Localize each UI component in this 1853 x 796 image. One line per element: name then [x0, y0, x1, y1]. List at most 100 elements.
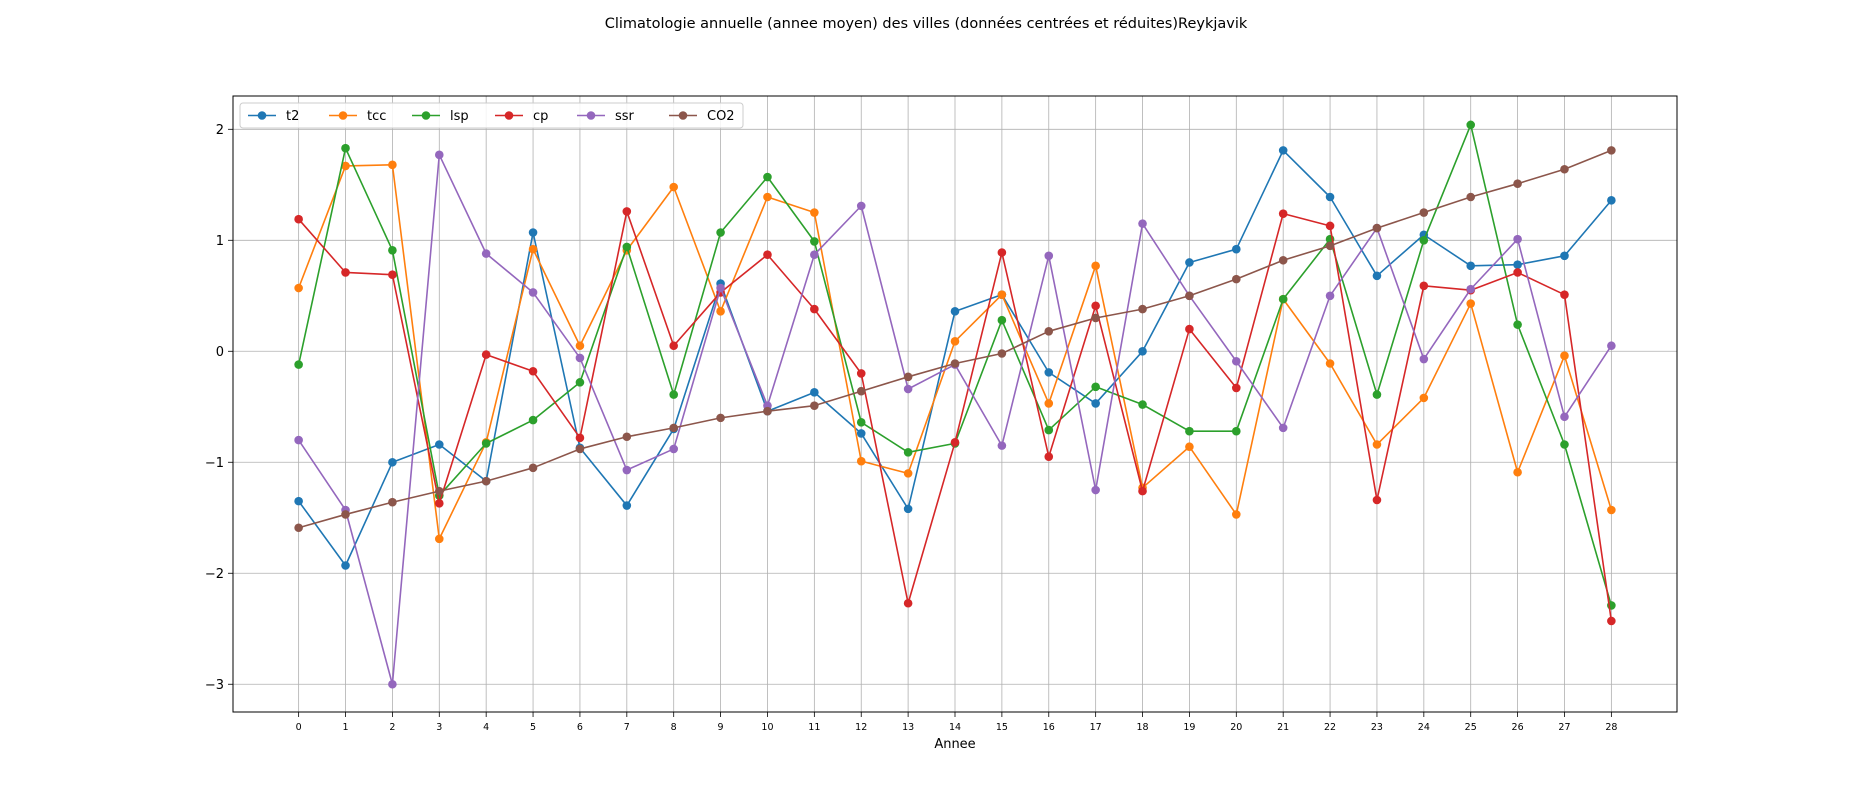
- data-point-lsp-0: [294, 360, 303, 369]
- x-tick-label-15: 15: [996, 722, 1008, 733]
- x-tick-label-26: 26: [1512, 722, 1524, 733]
- data-point-lsp-13: [903, 447, 913, 457]
- data-point-co2-3: [434, 486, 444, 496]
- data-point-lsp-17: [1091, 382, 1100, 392]
- data-point-t2-16: [1044, 368, 1054, 377]
- data-point-co2-26: [1513, 179, 1522, 188]
- x-tick-label-23: 23: [1371, 722, 1383, 733]
- data-point-t2-19: [1185, 258, 1194, 267]
- x-tick-label-27: 27: [1558, 722, 1570, 733]
- data-point-co2-9: [716, 413, 725, 423]
- data-point-cp-15: [997, 248, 1007, 257]
- data-point-co2-11: [810, 401, 819, 410]
- data-point-tcc-26: [1513, 467, 1522, 477]
- data-point-tcc-3: [434, 534, 444, 544]
- legend-item-ssr: ssr: [577, 109, 635, 124]
- x-tick-label-20: 20: [1230, 722, 1242, 733]
- data-point-co2-15: [997, 349, 1007, 358]
- x-tick-label-10: 10: [761, 722, 773, 733]
- legend-label-lsp: lsp: [450, 109, 469, 124]
- data-point-co2-2: [388, 497, 397, 507]
- data-point-cp-27: [1560, 290, 1569, 299]
- data-point-tcc-24: [1419, 393, 1429, 403]
- legend-box: [239, 102, 744, 129]
- data-point-ssr-11: [810, 250, 819, 260]
- data-point-ssr-21: [1278, 423, 1288, 433]
- data-point-ssr-5: [528, 288, 538, 297]
- x-tick-label-21: 21: [1277, 722, 1289, 733]
- data-point-t2-26: [1513, 260, 1522, 270]
- data-point-tcc-22: [1325, 359, 1335, 368]
- data-point-cp-20: [1231, 383, 1241, 393]
- data-point-tcc-20: [1231, 510, 1241, 519]
- data-point-co2-4: [481, 476, 491, 486]
- y-tick-label-0: −3: [205, 678, 224, 693]
- data-point-cp-26: [1513, 268, 1522, 277]
- data-point-cp-21: [1278, 209, 1288, 218]
- data-point-tcc-17: [1091, 261, 1100, 271]
- data-point-co2-21: [1278, 255, 1288, 265]
- data-point-lsp-15: [997, 315, 1007, 325]
- data-point-tcc-9: [716, 307, 725, 316]
- data-point-co2-12: [856, 386, 866, 396]
- data-point-co2-18: [1138, 304, 1147, 314]
- data-point-lsp-5: [528, 415, 538, 425]
- data-point-cp-14: [950, 437, 960, 447]
- data-point-ssr-6: [575, 353, 585, 363]
- data-point-t2-20: [1231, 244, 1241, 254]
- data-point-tcc-5: [528, 244, 538, 254]
- x-tick-label-6: 6: [577, 722, 583, 733]
- data-point-co2-14: [950, 359, 960, 368]
- x-tick-label-5: 5: [530, 722, 536, 733]
- legend-marker-tcc: [338, 111, 348, 120]
- data-point-lsp-8: [669, 390, 679, 399]
- legend-label-tcc: tcc: [367, 109, 386, 124]
- data-point-lsp-12: [856, 418, 866, 427]
- data-point-co2-1: [341, 510, 350, 519]
- data-point-cp-24: [1419, 281, 1429, 291]
- data-point-cp-22: [1325, 221, 1335, 231]
- data-point-ssr-7: [622, 465, 632, 475]
- data-point-ssr-24: [1419, 354, 1429, 364]
- data-point-lsp-23: [1372, 390, 1382, 399]
- series-co2: [294, 146, 1616, 533]
- data-point-co2-10: [763, 406, 772, 416]
- data-point-t2-0: [294, 496, 303, 506]
- x-tick-label-14: 14: [949, 722, 961, 733]
- x-axis: 0 1 2 3 4 5 6 7 8 9 10 11 12 13 14 15 16 17 18 19 20 21 22 23 24…: [296, 712, 1617, 733]
- y-tick-label-4: 1: [216, 234, 224, 249]
- data-point-cp-11: [810, 304, 819, 314]
- data-point-ssr-15: [997, 441, 1007, 450]
- data-point-t2-28: [1607, 196, 1616, 205]
- data-point-co2-27: [1560, 164, 1569, 174]
- data-point-ssr-20: [1231, 356, 1241, 366]
- data-point-lsp-4: [481, 439, 491, 448]
- data-point-co2-7: [622, 432, 632, 442]
- x-tick-label-19: 19: [1183, 722, 1195, 733]
- data-point-ssr-27: [1560, 412, 1569, 422]
- x-tick-label-11: 11: [808, 722, 820, 733]
- data-point-tcc-28: [1607, 505, 1616, 515]
- data-point-tcc-8: [669, 182, 679, 192]
- x-tick-label-28: 28: [1605, 722, 1617, 733]
- data-point-t2-5: [528, 228, 538, 237]
- series-lsp: [294, 120, 1616, 610]
- data-point-tcc-11: [810, 208, 819, 217]
- legend-item-cp: cp: [495, 109, 548, 124]
- data-point-lsp-19: [1185, 426, 1194, 436]
- legend-item-t2: t2: [248, 109, 299, 124]
- data-point-lsp-2: [388, 245, 397, 255]
- data-point-t2-18: [1138, 346, 1147, 356]
- data-point-cp-17: [1091, 301, 1100, 311]
- x-tick-label-9: 9: [718, 722, 724, 733]
- x-tick-label-2: 2: [389, 722, 395, 733]
- data-point-lsp-24: [1419, 235, 1429, 245]
- x-tick-label-24: 24: [1418, 722, 1430, 733]
- legend-label-co2: CO2: [707, 109, 735, 124]
- data-point-cp-0: [294, 214, 303, 224]
- data-point-lsp-21: [1278, 294, 1288, 304]
- legend-item-co2: CO2: [669, 109, 735, 124]
- data-point-tcc-12: [856, 456, 866, 466]
- data-point-ssr-13: [903, 384, 913, 394]
- legend-marker-t2: [257, 111, 267, 120]
